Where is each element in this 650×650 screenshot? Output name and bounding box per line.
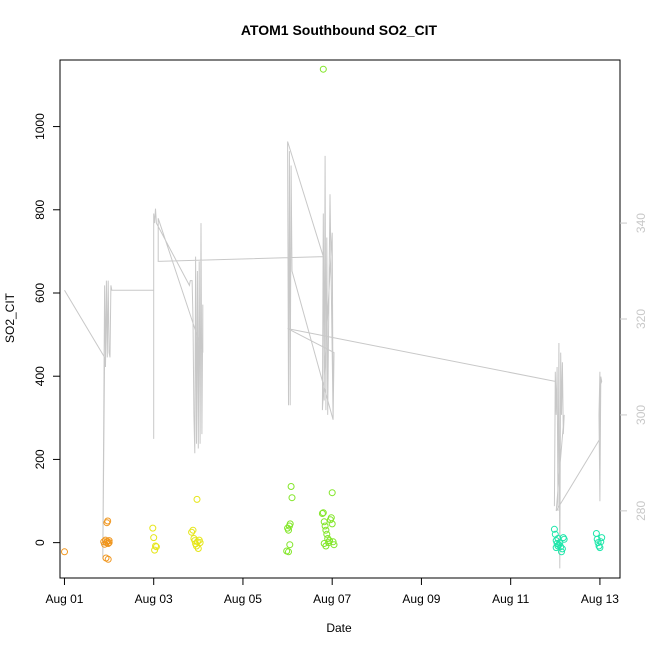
data-point bbox=[328, 489, 336, 497]
x-axis-label: Date bbox=[326, 621, 352, 635]
chart-title: ATOM1 Southbound SO2_CIT bbox=[241, 22, 438, 38]
data-point bbox=[196, 539, 204, 547]
data-point bbox=[327, 514, 335, 522]
right-axis-line-layer bbox=[64, 141, 603, 569]
data-point bbox=[598, 534, 606, 542]
data-point bbox=[104, 555, 112, 563]
data-point bbox=[330, 541, 338, 549]
data-point bbox=[320, 518, 328, 526]
data-point bbox=[556, 539, 564, 547]
x-tick-label: Aug 13 bbox=[581, 592, 619, 606]
data-point bbox=[152, 542, 159, 550]
x-tick-label: Aug 11 bbox=[492, 592, 529, 606]
data-point bbox=[193, 495, 201, 503]
y-tick-label: 600 bbox=[33, 283, 47, 303]
y2-tick-label: 300 bbox=[634, 405, 648, 425]
data-point bbox=[285, 548, 292, 556]
y2-tick-label: 320 bbox=[634, 309, 648, 329]
plot-frame bbox=[59, 59, 621, 579]
x-tick-label: Aug 09 bbox=[402, 592, 440, 606]
data-point bbox=[552, 544, 560, 552]
scatter-point-layer bbox=[61, 65, 606, 563]
y-tick-label: 800 bbox=[33, 199, 47, 219]
data-point bbox=[285, 526, 292, 534]
x-tick-label: Aug 03 bbox=[135, 592, 173, 606]
x-tick-label: Aug 05 bbox=[224, 592, 262, 606]
y-tick-label: 0 bbox=[33, 539, 47, 546]
data-point bbox=[554, 542, 562, 550]
data-point bbox=[592, 530, 600, 537]
y-tick-label: 1000 bbox=[33, 113, 47, 140]
data-point bbox=[318, 510, 326, 517]
data-point bbox=[550, 525, 558, 533]
data-point bbox=[287, 483, 295, 490]
data-point bbox=[149, 524, 157, 532]
y-axis-right: 280 300 320 340 bbox=[620, 213, 648, 521]
data-point bbox=[61, 548, 68, 556]
data-point bbox=[329, 538, 337, 546]
y-axis-left: 0 200 400 600 800 1000 bbox=[33, 113, 60, 546]
data-point bbox=[189, 526, 197, 534]
data-point bbox=[286, 520, 294, 528]
data-point bbox=[321, 522, 329, 530]
data-point bbox=[597, 538, 605, 546]
data-point bbox=[323, 530, 331, 538]
data-point bbox=[324, 535, 332, 542]
data-point bbox=[104, 540, 112, 547]
data-point bbox=[105, 537, 113, 545]
data-point bbox=[104, 517, 112, 525]
data-point bbox=[150, 534, 158, 542]
data-point bbox=[558, 548, 565, 556]
y-axis-label: SO2_CIT bbox=[3, 292, 17, 343]
x-axis: Aug 01 Aug 03 Aug 05 Aug 07 Aug 09 Aug 11 Aug … bbox=[45, 578, 619, 606]
y-tick-label: 400 bbox=[33, 366, 47, 386]
data-point bbox=[151, 546, 159, 554]
data-point bbox=[319, 509, 327, 517]
data-point bbox=[328, 520, 336, 528]
series-line bbox=[64, 141, 603, 569]
data-point bbox=[322, 526, 330, 534]
data-point bbox=[288, 494, 296, 502]
y2-tick-label: 280 bbox=[634, 501, 648, 521]
data-point bbox=[286, 541, 294, 549]
data-point bbox=[560, 535, 568, 543]
y-tick-label: 200 bbox=[33, 449, 47, 469]
y2-tick-label: 340 bbox=[634, 213, 648, 233]
data-point bbox=[152, 543, 160, 551]
data-point bbox=[105, 539, 113, 547]
data-point bbox=[188, 528, 196, 536]
data-point bbox=[319, 65, 327, 73]
x-tick-label: Aug 07 bbox=[313, 592, 351, 606]
data-point bbox=[326, 537, 333, 545]
x-tick-label: Aug 01 bbox=[45, 592, 83, 606]
data-point bbox=[322, 542, 330, 550]
